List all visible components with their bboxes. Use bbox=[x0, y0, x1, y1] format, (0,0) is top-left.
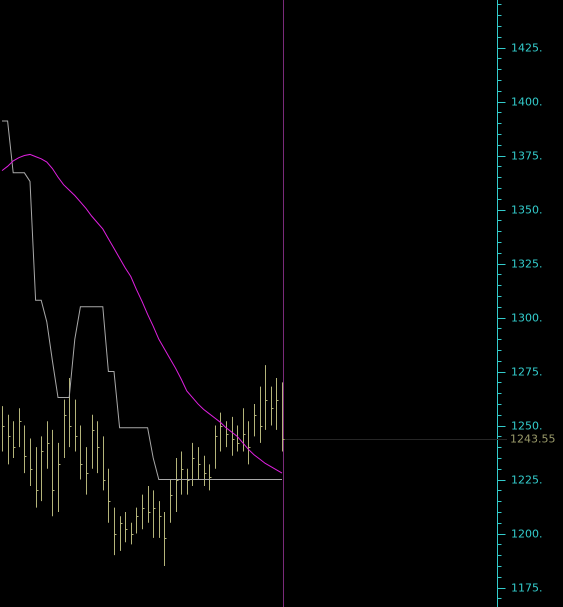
last-price-label: 1243.55 bbox=[510, 433, 556, 446]
y-tick-label: 1350. bbox=[511, 204, 543, 217]
y-tick-label: 1400. bbox=[511, 96, 543, 109]
y-tick-label: 1175. bbox=[511, 582, 543, 595]
y-tick-label: 1375. bbox=[511, 150, 543, 163]
y-tick-label: 1275. bbox=[511, 366, 543, 379]
indicator-line bbox=[2, 120, 282, 481]
y-tick-label: 1250. bbox=[511, 420, 543, 433]
y-tick-label: 1425. bbox=[511, 42, 543, 55]
y-tick-label: 1325. bbox=[511, 258, 543, 271]
y-tick-label: 1300. bbox=[511, 312, 543, 325]
indicator-line bbox=[1, 153, 283, 474]
y-tick-label: 1225. bbox=[511, 474, 543, 487]
y-tick-label: 1200. bbox=[511, 528, 543, 541]
